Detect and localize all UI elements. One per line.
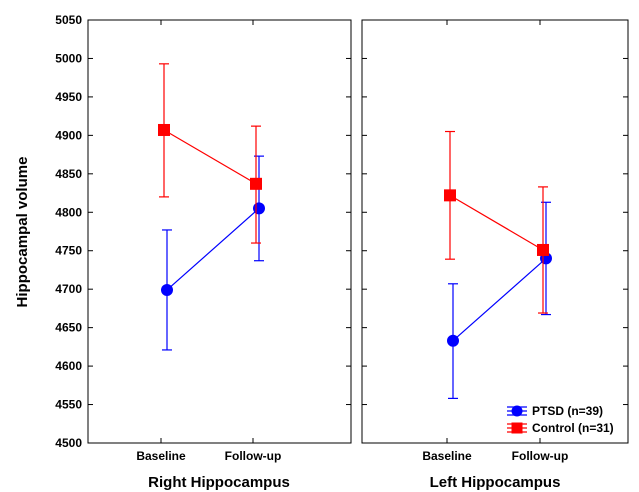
y-tick-label: 4550 [55, 398, 82, 412]
panel-title: Left Hippocampus [430, 474, 561, 491]
y-tick-label: 4750 [55, 244, 82, 258]
series-line [163, 129, 257, 185]
data-point [444, 189, 456, 202]
y-tick-label: 4950 [55, 90, 82, 104]
y-tick-label: 4850 [55, 167, 82, 181]
panel-frame [361, 19, 629, 444]
panel-frame [87, 19, 352, 444]
data-point [161, 283, 173, 296]
data-point [158, 123, 170, 136]
series-ptsd [447, 201, 552, 399]
panel-title: Right Hippocampus [148, 474, 290, 491]
x-tick-label: Baseline [422, 449, 472, 463]
y-tick-label: 5000 [55, 51, 82, 65]
x-tick-label: Follow-up [225, 449, 282, 463]
series-line [449, 194, 544, 251]
data-point [537, 243, 549, 256]
series-line [452, 257, 547, 342]
y-tick-label: 4650 [55, 321, 82, 335]
legend-marker [511, 405, 523, 417]
y-tick-label: 5050 [55, 13, 82, 27]
x-tick-label: Baseline [136, 449, 186, 463]
y-axis-title: Hippocampal volume [14, 157, 31, 308]
legend-item: Control (n=31) [507, 421, 614, 435]
y-tick-label: 4700 [55, 282, 82, 296]
data-point [250, 177, 262, 190]
y-tick-label: 4800 [55, 205, 82, 219]
legend-item: PTSD (n=39) [507, 404, 603, 418]
legend-marker [511, 422, 523, 434]
series-control [444, 130, 549, 314]
data-point [447, 334, 459, 347]
panel-2: Baseline Follow-up Left Hippocampus [361, 19, 629, 491]
x-tick-label: Follow-up [512, 449, 569, 463]
series-control [158, 63, 262, 244]
y-tick-label: 4600 [55, 359, 82, 373]
data-point [253, 202, 265, 215]
legend: PTSD (n=39) Control (n=31) [507, 404, 614, 435]
panel-1: 4500 4550 4600 4650 4700 4750 4800 4850 4900 4950… [55, 13, 352, 491]
y-tick-label: 4500 [55, 436, 82, 450]
series-ptsd [161, 155, 265, 351]
series-line [166, 207, 260, 291]
y-tick-label: 4900 [55, 128, 82, 142]
legend-label: PTSD (n=39) [532, 404, 603, 418]
legend-label: Control (n=31) [532, 421, 614, 435]
